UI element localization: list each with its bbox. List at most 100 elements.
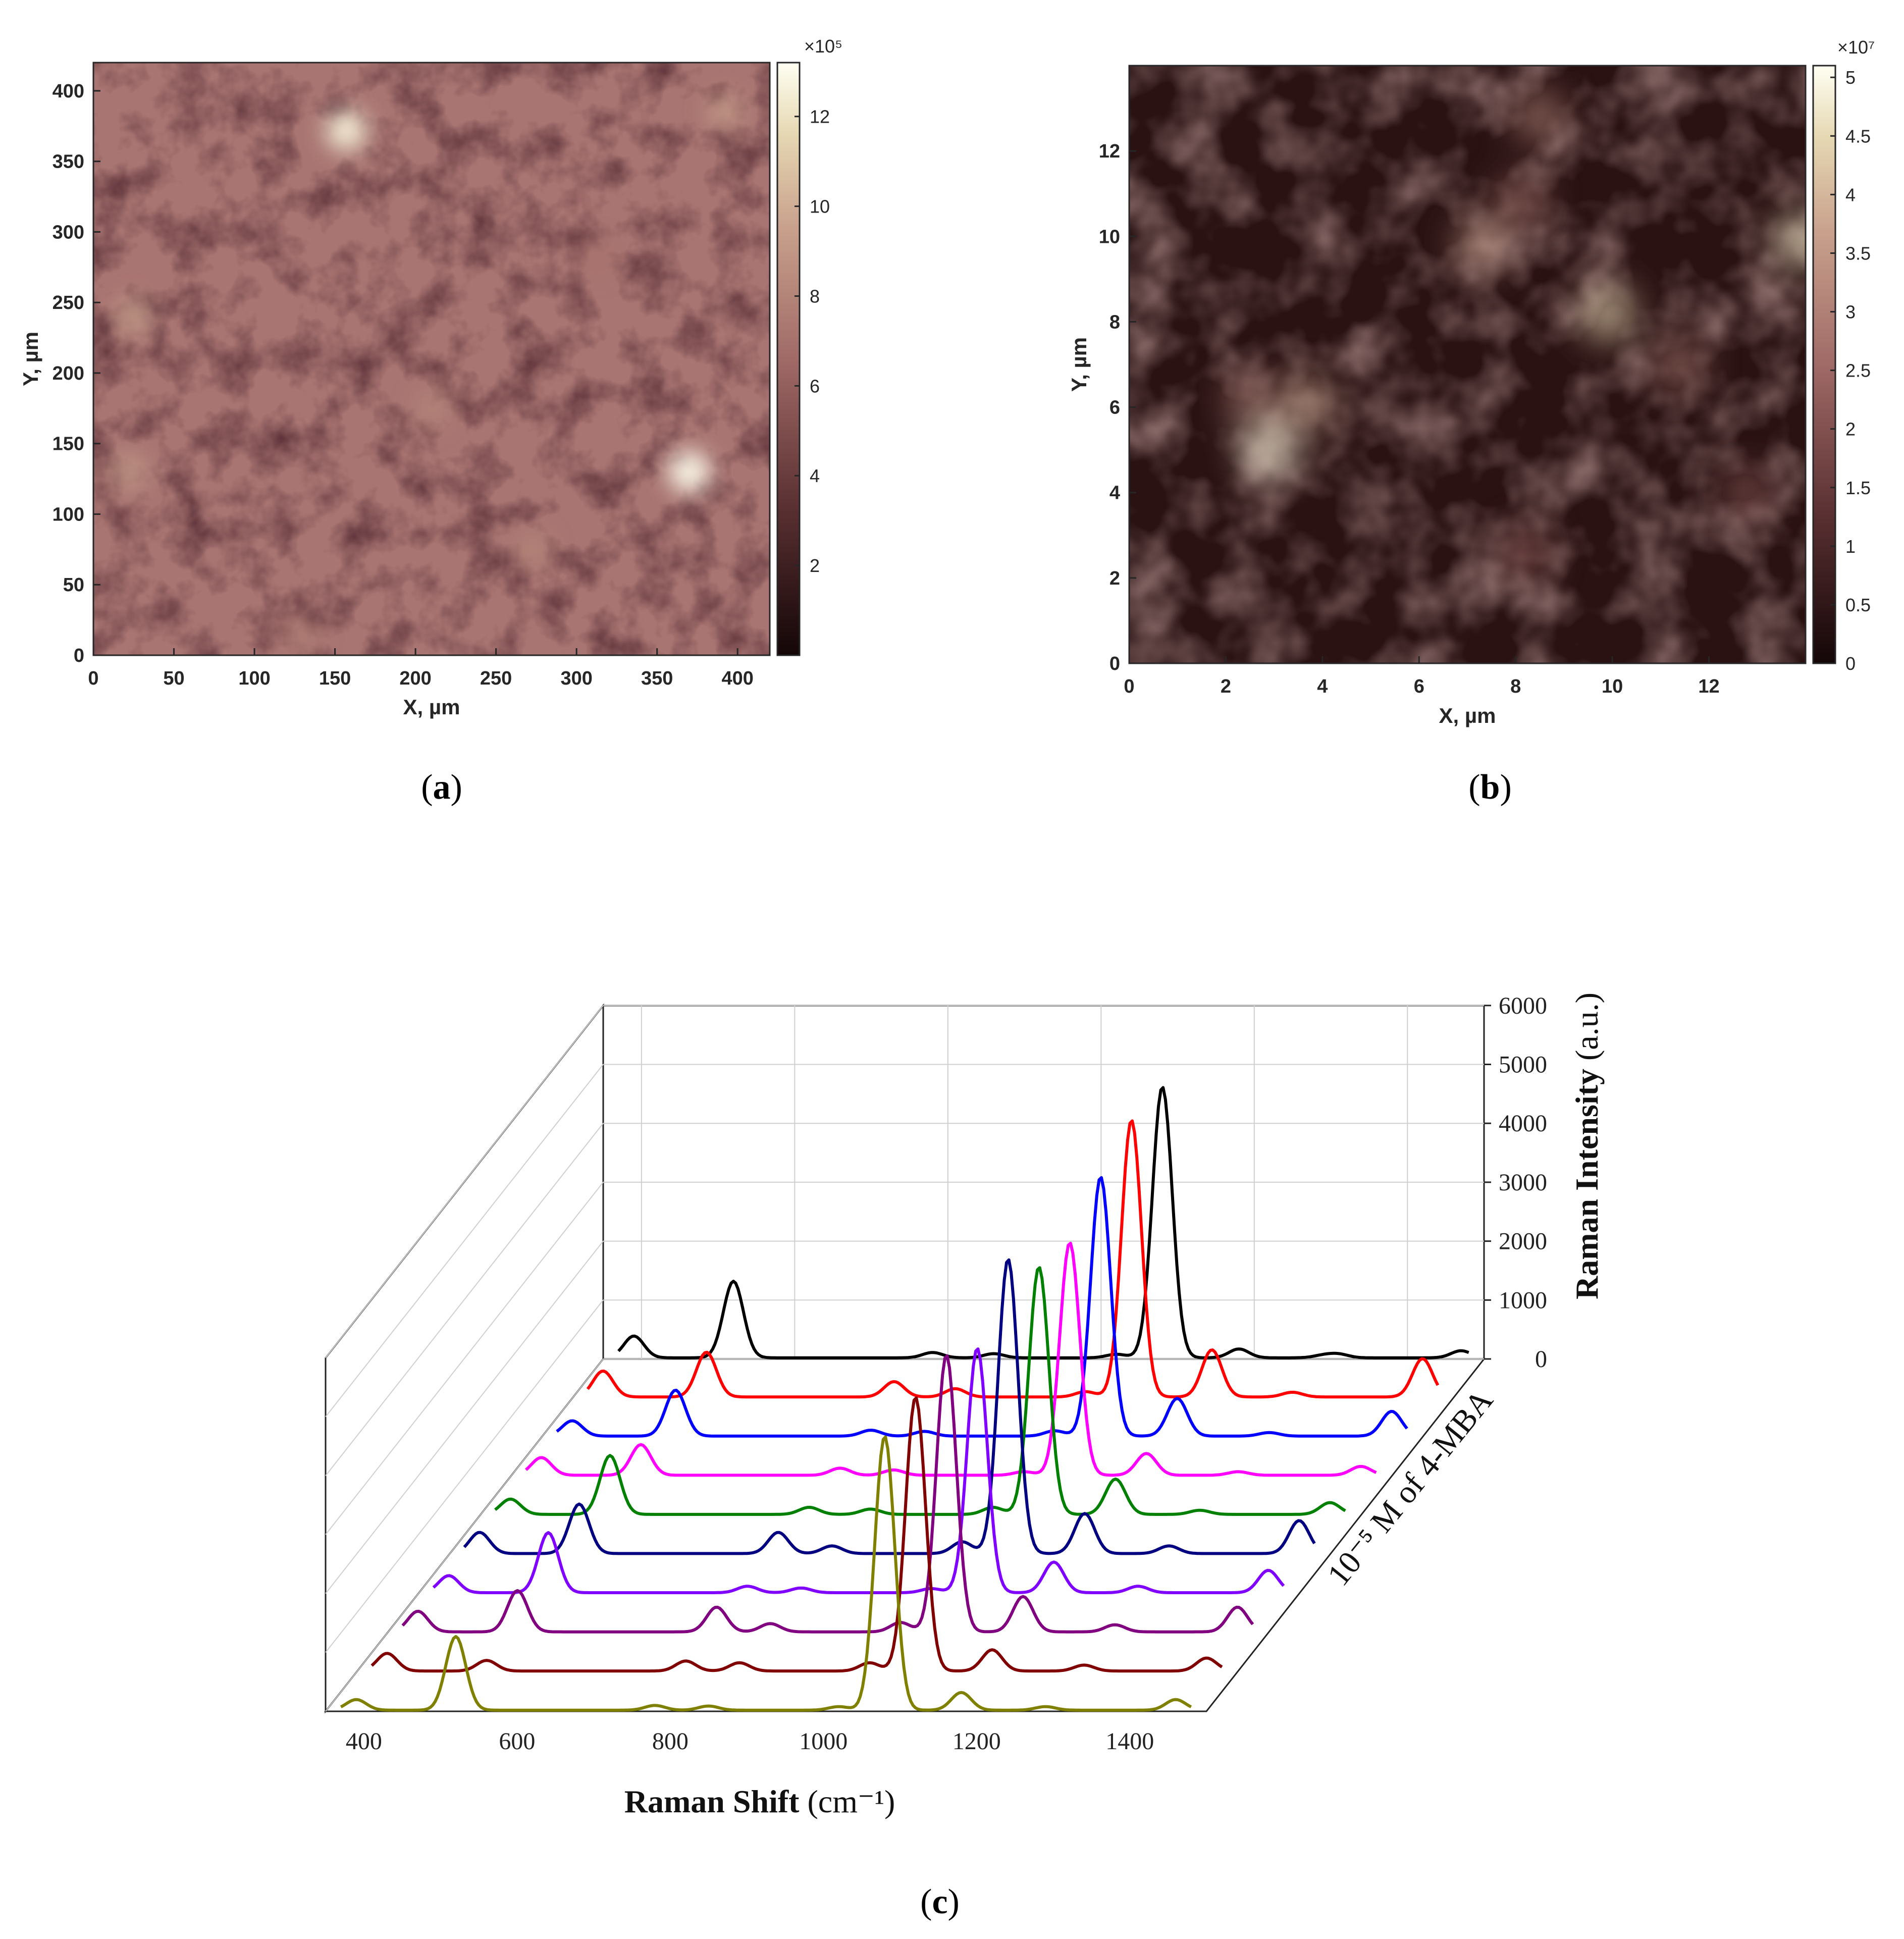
panel-a-caption: (a) [421,768,462,807]
panel-c-axes: 400 600 800 1000 1200 1400 0 1000 2000 3000 4000 50… [346,992,1547,1755]
y-tick-label: 4000 [1499,1110,1547,1137]
hotspot [1659,343,1701,386]
spectrum-line [556,1176,1408,1438]
panel-a-axes: 0 50 100 150 200 250 300 350 400 0 50 100 150 200 250 3… [52,81,754,689]
hotspot [111,453,147,490]
x-tick-label: 600 [499,1728,535,1755]
panel-b-colorbar-exponent: ×10⁷ [1837,37,1875,58]
spectrum-line [586,1119,1440,1399]
x-tick-label: 200 [399,668,431,689]
spectrum-line [432,1347,1285,1594]
y-tick-label: 3000 [1499,1169,1547,1196]
grid-line-side [325,1123,604,1476]
panel-a-xlabel: X, µm [403,695,460,719]
panel-b-xlabel: X, µm [1439,704,1496,727]
x-tick-label: 400 [346,1728,382,1755]
y-tick-label: 0 [74,645,84,666]
y-tick-label: 0 [1535,1346,1547,1373]
y-tick-label: 10 [1099,226,1120,247]
colorbar-tick-label: 2 [810,555,820,576]
colorbar-tick-label: 3.5 [1845,243,1871,264]
panel-a-map-texture [93,63,770,655]
panel-b-axes: 0 2 4 6 8 10 12 0 2 4 6 8 10 12 [1099,141,1720,697]
x-tick-label: 150 [319,668,351,689]
y-tick-label: 4 [1109,483,1120,504]
x-tick-label: 400 [721,668,753,689]
y-tick-label: 200 [52,363,84,384]
hotspot [414,391,449,426]
x-tick-label: 1200 [953,1728,1001,1755]
colorbar-tick-label: 0.5 [1845,595,1871,615]
x-tick-label: 100 [238,668,270,689]
grid-line-side [325,1240,604,1594]
spectrum-line [463,1258,1316,1555]
panel-c: 400 600 800 1000 1200 1400 0 1000 2000 3000 4000 50… [324,992,1605,1921]
x-tick-label: 4 [1317,676,1328,697]
y-tick-label: 6000 [1499,992,1547,1019]
panel-a: 0 50 100 150 200 250 300 350 400 0 50 100 150 200 250 3… [19,36,842,807]
colorbar-tick-label: 12 [810,107,830,127]
hotspot [326,110,367,151]
hotspot [1583,289,1632,337]
hotspot [115,298,152,335]
x-tick-label: 2 [1221,676,1231,697]
y-tick-label: 100 [52,504,84,525]
hotspot [515,532,551,567]
y-tick-label: 12 [1099,141,1120,162]
y-tick-label: 150 [52,434,84,455]
panel-a-colorbar [776,62,801,656]
x-tick-label: 6 [1414,676,1424,697]
colorbar-tick-label: 4 [810,465,820,486]
y-tick-label: 2000 [1499,1228,1547,1255]
panel-b-caption: (b) [1468,768,1512,807]
panel-b-map-texture [1129,66,1806,663]
hotspot [1285,380,1331,426]
y-tick-label: 5000 [1499,1052,1547,1078]
panel-b-frame [1128,65,1807,664]
x-tick-label: 50 [163,668,184,689]
y-tick-label: 0 [1109,653,1120,674]
panel-a-frame [92,62,771,656]
hotspot [580,240,614,274]
colorbar-tick-label: 5 [1845,67,1856,88]
x-tick-label: 250 [480,668,512,689]
y-tick-label: 250 [52,292,84,313]
panel-c-spectra [340,1086,1469,1712]
y-tick-label: 350 [52,151,84,173]
y-tick-label: 2 [1109,568,1120,589]
colorbar-tick-label: 1.5 [1845,478,1871,498]
hotspot [1776,216,1806,266]
panel-b-colorbar [1812,65,1836,664]
colorbar-tick-label: 10 [810,196,830,217]
y-tick-label: 400 [52,81,84,102]
panel-b-map [1129,66,1806,663]
x-tick-label: 300 [560,668,592,689]
x-tick-label: 0 [88,668,98,689]
grid-line-side [325,1064,604,1418]
x-tick-label: 12 [1698,676,1719,697]
grid-line-side [325,1182,604,1535]
colorbar-tick-label: 0 [1845,653,1856,674]
colorbar-tick-label: 2 [1845,419,1856,440]
colorbar-tick-label: 8 [810,286,820,306]
grid-line-side [325,1358,604,1712]
y-tick-label: 300 [52,222,84,243]
y-tick-label: 8 [1109,311,1120,333]
panel-c-xlabel: Raman Shift (cm⁻¹) [624,1784,895,1819]
colorbar-tick-label: 2.5 [1845,360,1871,381]
y-tick-label: 6 [1109,397,1120,418]
spectrum-line [401,1354,1254,1634]
panel-a-map [93,63,770,655]
panel-b-hotspots [1229,95,1806,572]
hotspot [1229,378,1271,420]
colorbar-tick-label: 1 [1845,536,1856,557]
hotspot [1244,425,1294,475]
x-tick-label: 1000 [799,1728,848,1755]
spectrum-line [617,1086,1469,1359]
colorbar-tick-label: 6 [810,376,820,396]
colorbar-tick-label: 3 [1845,302,1856,323]
y-tick-label: 1000 [1499,1287,1547,1314]
panel-a-ylabel: Y, µm [19,332,42,386]
hotspot [1459,223,1504,268]
hotspot [286,617,320,651]
